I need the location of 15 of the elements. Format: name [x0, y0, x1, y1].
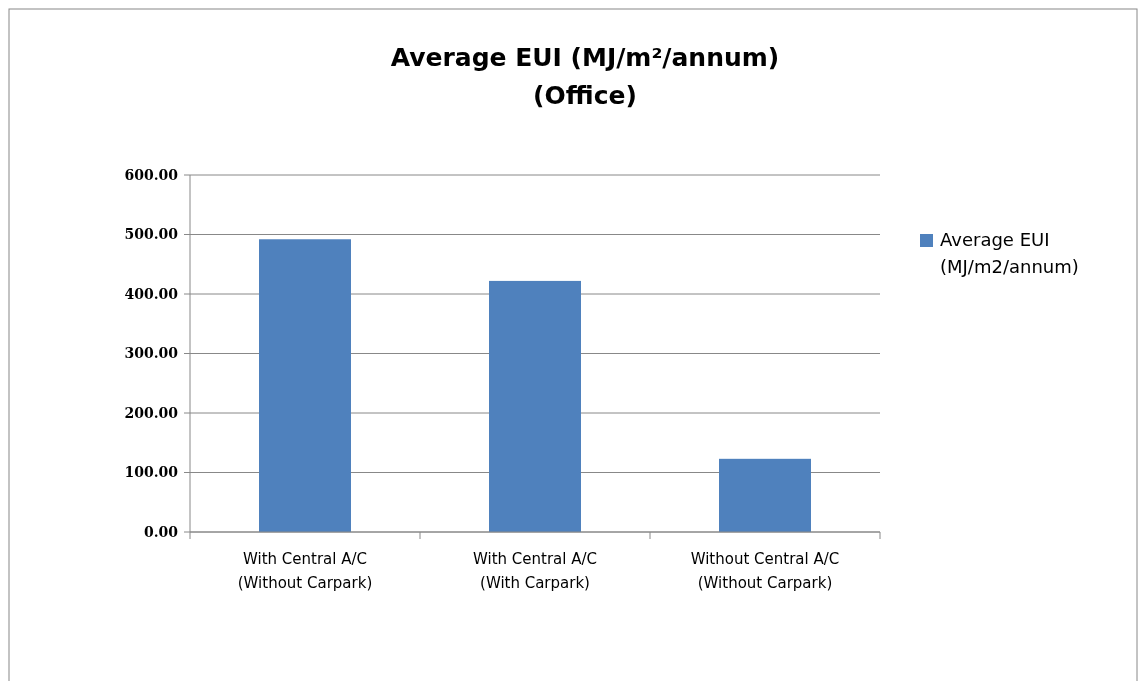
y-tick-label: 400.00	[124, 285, 179, 302]
y-tick-label: 300.00	[124, 345, 179, 362]
x-tick-label: With Central A/C (Without Carpark)	[237, 550, 373, 592]
y-tick-label: 600.00	[124, 166, 179, 183]
legend-label: Average EUI (MJ/m2/annum)	[940, 229, 1079, 277]
bar	[489, 280, 581, 532]
bar	[259, 239, 351, 532]
x-tick-label: With Central A/C (With Carpark)	[473, 550, 597, 592]
y-tick-label: 500.00	[124, 226, 179, 243]
y-tick-label: 200.00	[124, 404, 179, 421]
y-tick-label: 100.00	[124, 464, 179, 481]
bar	[719, 458, 811, 532]
x-tick-label: Without Central A/C (Without Carpark)	[690, 550, 840, 592]
y-tick-label: 0.00	[143, 523, 179, 540]
chart-title: Average EUI (MJ/m²/annum) (Office)	[390, 43, 780, 110]
